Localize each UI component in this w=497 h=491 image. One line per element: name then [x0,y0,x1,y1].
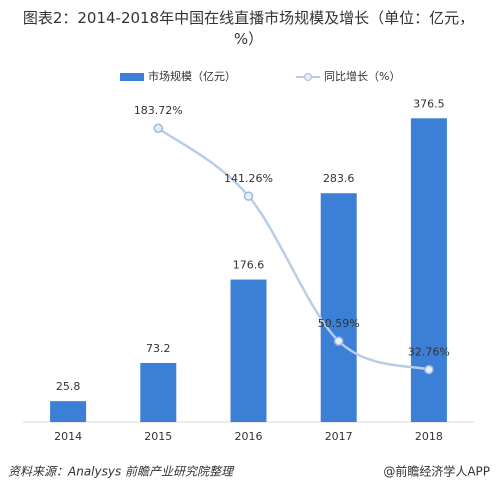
data-label: 176.6 [233,259,265,272]
line-marker [424,364,434,375]
line-marker [243,191,254,201]
legend-marker [303,72,313,82]
data-label: 376.5 [413,97,445,110]
line [157,127,430,371]
data-label: 183.72% [134,104,183,117]
legend-label: 同比增长（%） [324,69,400,83]
x-tick-label: 2014 [54,430,82,443]
credit: @前瞻经济学人APP [383,464,490,479]
data-label: 32.76% [408,346,450,359]
bar [230,279,267,422]
data-label: 141.26% [224,172,273,185]
bar [50,401,87,422]
legend-label: 市场规模（亿元） [148,69,236,83]
legend-swatch [120,73,144,81]
source: 资料来源：Analysys 前瞻产业研究院整理 [8,465,235,479]
x-tick-label: 2016 [235,430,263,443]
x-tick-label: 2015 [144,430,172,443]
data-label: 25.8 [56,380,81,393]
bar [410,118,447,422]
bar [320,193,357,422]
line-marker [333,336,344,346]
data-label: 50.59% [318,317,360,330]
data-label: 283.6 [323,172,355,185]
line-marker [153,123,164,133]
bar [140,362,177,422]
x-tick-label: 2018 [415,430,443,443]
chart-title: 图表2：2014-2018年中国在线直播市场规模及增长（单位：亿元，%） [22,9,475,48]
data-label: 73.2 [146,342,171,355]
x-tick-label: 2017 [325,430,353,443]
